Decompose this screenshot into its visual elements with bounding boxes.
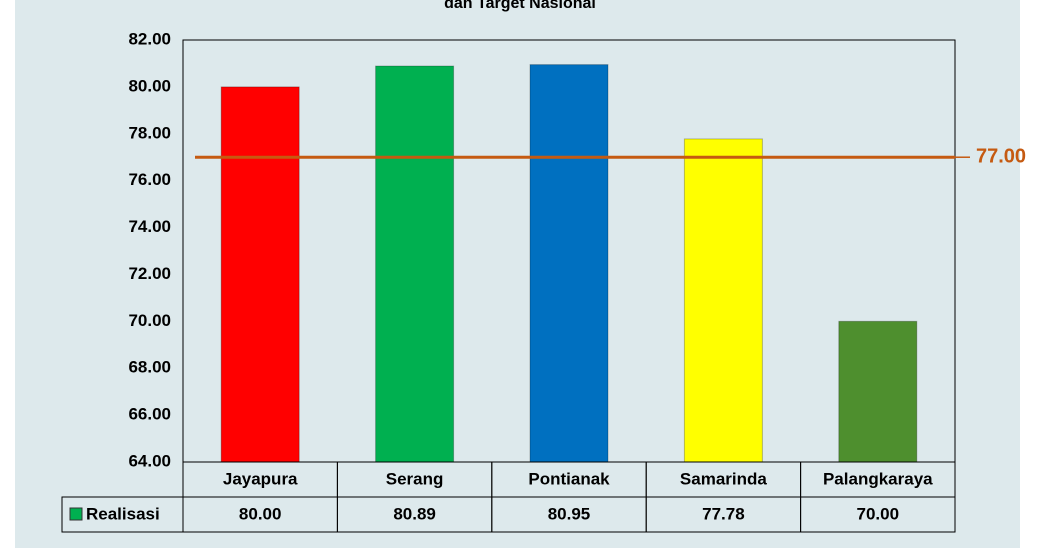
bar [838, 320, 918, 463]
data-label: 80.89 [393, 504, 436, 523]
y-tick-label: 80.00 [128, 76, 171, 95]
x-tick-label: Pontianak [528, 469, 610, 488]
bar [529, 64, 609, 463]
x-tick-label: Samarinda [680, 469, 767, 488]
legend-key [69, 507, 83, 521]
target-label: 77.00 [976, 146, 1026, 168]
data-label: 77.78 [702, 504, 745, 523]
y-tick-label: 68.00 [128, 358, 171, 377]
x-tick-label: Jayapura [223, 469, 298, 488]
y-tick-label: 74.00 [128, 217, 171, 236]
y-tick-label: 66.00 [128, 405, 171, 424]
y-tick-label: 82.00 [128, 29, 171, 48]
x-tick-label: Palangkaraya [823, 469, 933, 488]
legend-label: Realisasi [86, 504, 160, 523]
data-label: 80.00 [239, 504, 282, 523]
chart-title: dan Target Nasional [444, 0, 596, 12]
bar [375, 65, 455, 463]
bar [220, 86, 300, 463]
data-label: 70.00 [857, 504, 900, 523]
x-tick-label: Serang [386, 469, 444, 488]
y-tick-label: 70.00 [128, 311, 171, 330]
data-label: 80.95 [548, 504, 591, 523]
bar [683, 138, 763, 463]
y-tick-label: 76.00 [128, 170, 171, 189]
table-cell [800, 496, 956, 533]
y-tick-label: 72.00 [128, 264, 171, 283]
y-tick-label: 64.00 [128, 451, 171, 470]
y-tick-label: 78.00 [128, 123, 171, 142]
